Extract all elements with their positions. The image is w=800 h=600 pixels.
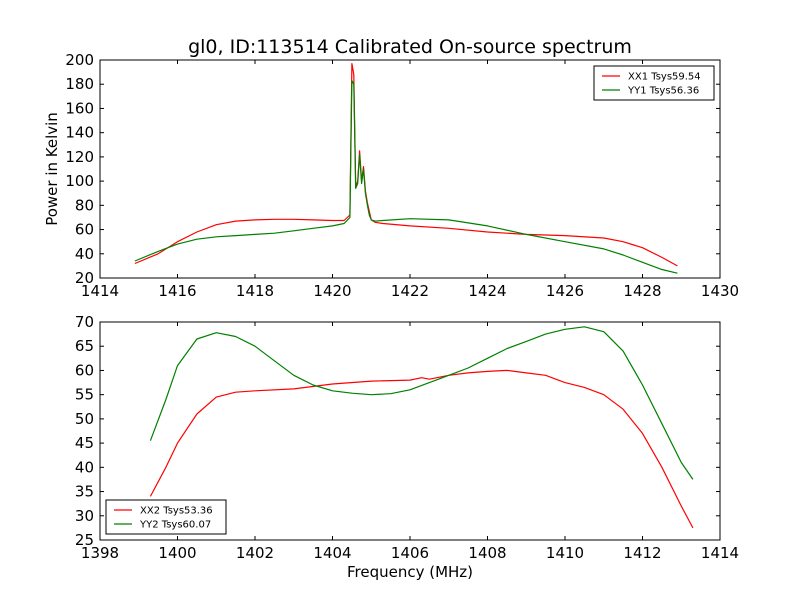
- chart-title: gl0, ID:113514 Calibrated On-source spec…: [188, 36, 632, 58]
- legend: XX2 Tsys53.36 YY2 Tsys60.07: [105, 499, 227, 535]
- x-tick-label: 1416: [158, 282, 196, 300]
- x-tick-label: 1400: [158, 544, 196, 562]
- y-tick-label: 35: [75, 483, 94, 501]
- legend: XX1 Tsys59.54 YY1 Tsys56.36: [593, 65, 715, 101]
- x-tick-label: 1402: [236, 544, 274, 562]
- y-tick-label: 70: [75, 313, 94, 331]
- legend-label: YY1 Tsys56.36: [627, 86, 699, 97]
- y-tick-label: 60: [75, 361, 94, 379]
- bottom-plot-panel: 1398 1400 1402 1404 1406 1408 1410 1412 1414 25 30…: [75, 313, 739, 562]
- series-line-2: [134, 79, 678, 274]
- x-tick-label: 1424: [468, 282, 506, 300]
- y-tick-label: 65: [75, 337, 94, 355]
- y-tick-label: 20: [75, 269, 94, 287]
- x-tick-label: 1398: [81, 544, 119, 562]
- x-tick-label: 1420: [313, 282, 351, 300]
- x-tick-label: 1414: [701, 544, 739, 562]
- y-tick-label: 120: [65, 148, 94, 166]
- x-tick-label: 1428: [623, 282, 661, 300]
- top-plot-panel: 1414 1416 1418 1420 1422 1424 1426 1428 1430 20 40…: [65, 51, 739, 300]
- x-tick-label: 1408: [468, 544, 506, 562]
- y-tick-label: 160: [65, 99, 94, 117]
- legend-box: [105, 499, 227, 535]
- y-tick-label: 25: [75, 531, 94, 549]
- y-axis-label: Power in Kelvin: [43, 112, 61, 226]
- legend-label: XX1 Tsys59.54: [628, 72, 701, 83]
- legend-label: YY2 Tsys60.07: [139, 520, 211, 531]
- y-tick-label: 80: [75, 196, 94, 214]
- y-tick-label: 100: [65, 172, 94, 190]
- y-tick-label: 180: [65, 75, 94, 93]
- y-tick-label: 60: [75, 221, 94, 239]
- y-tick-label: 200: [65, 51, 94, 69]
- x-tick-label: 1430: [701, 282, 739, 300]
- y-tick-label: 55: [75, 386, 94, 404]
- x-axis-label: Frequency (MHz): [347, 563, 473, 581]
- y-tick-label: 40: [75, 245, 94, 263]
- y-tick-label: 140: [65, 124, 94, 142]
- x-tick-label: 1404: [313, 544, 351, 562]
- x-tick-label: 1410: [546, 544, 584, 562]
- legend-box: [593, 65, 715, 101]
- legend-label: XX2 Tsys53.36: [140, 506, 213, 517]
- x-tick-label: 1414: [81, 282, 119, 300]
- y-tick-label: 30: [75, 507, 94, 525]
- y-tick-label: 40: [75, 458, 94, 476]
- series-line-2: [149, 326, 694, 480]
- x-tick-label: 1406: [391, 544, 429, 562]
- y-tick-label: 45: [75, 434, 94, 452]
- y-tick-label: 50: [75, 410, 94, 428]
- x-tick-label: 1418: [236, 282, 274, 300]
- x-tick-label: 1422: [391, 282, 429, 300]
- x-tick-label: 1412: [623, 544, 661, 562]
- x-tick-label: 1426: [546, 282, 584, 300]
